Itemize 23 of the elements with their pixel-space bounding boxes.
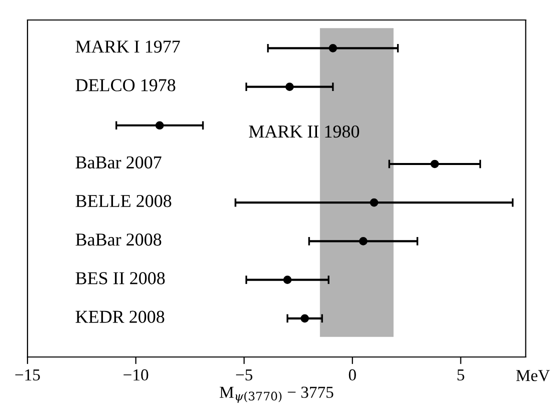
y-tick-label: BELLE 2008 (76, 194, 172, 208)
point (155, 121, 164, 130)
y-tick-label: MARK I 1977 (76, 40, 180, 53)
point (328, 44, 338, 52)
y-tick-label: DELCO 1978 (76, 79, 176, 92)
x-axis-title: M$_{ψ(3770)}$ − 3775 (220, 386, 334, 403)
point (430, 160, 439, 168)
y-tick-label: KEDR 2008 (76, 310, 164, 323)
point (300, 314, 309, 323)
x-tick-label: 5 (458, 369, 464, 381)
y-tick-label: BaBar 2007 (76, 156, 162, 169)
point (359, 237, 368, 246)
y-tick-label: BaBar 2008 (76, 234, 162, 246)
point (283, 276, 292, 284)
y-tick-label: MARK II 1980 (248, 125, 360, 138)
point (285, 82, 294, 91)
x-tick-label: 0 (348, 369, 356, 381)
x-tick-label: −15 (15, 369, 40, 381)
y-tick-label: BES II 2008 (76, 272, 165, 284)
x-tick-label: −10 (124, 369, 148, 381)
text: MeV (516, 370, 550, 382)
x-tick-label: −5 (236, 369, 252, 381)
point (370, 198, 378, 207)
